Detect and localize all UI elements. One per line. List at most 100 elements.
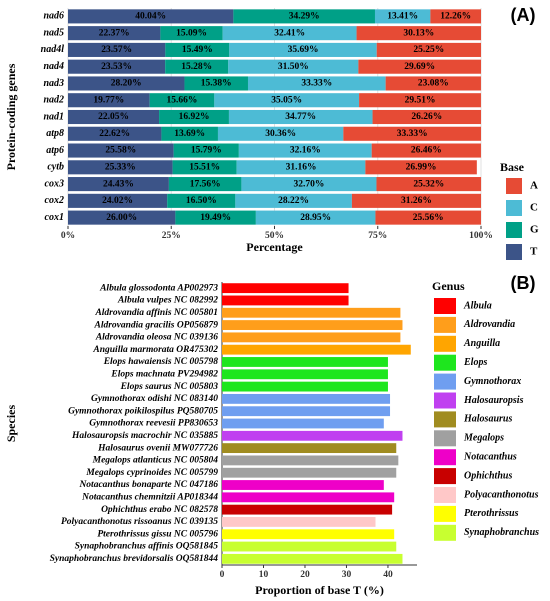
panel-label: (B): [511, 273, 536, 293]
y-tick-label: nad4l: [41, 44, 65, 55]
bar: [222, 320, 403, 330]
data-label: 32.16%: [290, 146, 321, 156]
legend-label: Albula: [463, 300, 492, 311]
bar-segment: [343, 126, 481, 141]
bar: [222, 332, 401, 343]
bar-segment: [68, 9, 234, 24]
legend-label: Pterothrissus: [464, 508, 519, 519]
legend-swatch: [434, 335, 456, 352]
x-axis-label: Proportion of base T (%): [255, 583, 384, 597]
y-tick-label: Ophichthus erabo NC 082578: [101, 505, 218, 515]
data-label: 25.32%: [413, 179, 444, 189]
data-label: 15.28%: [181, 62, 212, 72]
bar-segment: [68, 143, 174, 158]
legend-label: C: [530, 202, 538, 214]
legend-label: Gymnothorax: [464, 376, 521, 387]
x-tick-label: 75%: [368, 231, 387, 241]
y-tick-label: atp8: [46, 128, 64, 139]
data-label: 15.49%: [182, 45, 213, 55]
y-tick-label: Aldrovandia oleosa NC 039136: [95, 333, 218, 343]
data-label: 25.56%: [413, 213, 444, 223]
bar-segment: [68, 26, 161, 41]
bar: [222, 393, 391, 404]
bar-segment: [168, 177, 242, 192]
bar-segment: [375, 210, 481, 225]
bar-segment: [356, 26, 481, 41]
bar-segment: [68, 59, 166, 74]
y-tick-label: cox2: [45, 195, 64, 206]
y-tick-label: nad6: [43, 11, 64, 22]
data-label: 19.77%: [93, 95, 124, 105]
data-label: 26.00%: [106, 213, 137, 223]
data-label: 25.58%: [105, 146, 136, 156]
x-tick-label: 25%: [162, 231, 181, 241]
y-tick-label: Gymnothorax poikilospilus PQ580705: [68, 406, 218, 416]
legend-swatch: [506, 178, 522, 194]
y-tick-label: Anguilla marmorata OR475302: [92, 345, 218, 355]
data-label: 13.41%: [387, 12, 418, 22]
legend-swatch: [434, 316, 456, 333]
data-label: 15.38%: [201, 79, 232, 89]
data-label: 12.26%: [440, 12, 471, 22]
legend-title: Genus: [432, 279, 465, 293]
bar-segment: [167, 193, 236, 208]
legend-swatch: [434, 524, 456, 541]
legend-swatch: [434, 411, 456, 428]
data-label: 22.05%: [98, 112, 129, 122]
bar-segment: [359, 93, 481, 108]
bar-segment: [175, 210, 256, 225]
data-label: 28.20%: [111, 79, 142, 89]
legend-label: Megalops: [463, 433, 504, 444]
y-tick-label: Gymnothorax odishi NC 083140: [91, 394, 218, 404]
bar-segment: [376, 177, 482, 192]
bar-segment: [68, 109, 160, 125]
legend-label: T: [530, 246, 538, 258]
bar: [222, 553, 403, 564]
legend-swatch: [506, 244, 522, 260]
legend-swatch: [434, 373, 456, 390]
bar: [222, 430, 403, 441]
data-label: 15.09%: [176, 28, 207, 38]
legend-label: Elops: [463, 357, 487, 368]
legend-label: Polyacanthonotus: [464, 489, 539, 500]
panel-label: (A): [511, 5, 536, 25]
legend-swatch: [434, 392, 456, 409]
data-label: 16.92%: [179, 112, 210, 122]
data-label: 34.77%: [285, 112, 316, 122]
y-tick-label: Pterothrissus gissu NC 005796: [97, 529, 218, 539]
legend-label: G: [530, 224, 539, 236]
bar: [222, 283, 349, 294]
y-tick-label: Halosaurus ovenii MW077726: [97, 443, 218, 453]
data-label: 22.37%: [99, 28, 130, 38]
bar-segment: [238, 143, 372, 158]
bar-segment: [160, 26, 223, 41]
bar-segment: [68, 193, 168, 208]
bar: [222, 369, 388, 380]
data-label: 26.26%: [411, 112, 442, 122]
bar: [222, 480, 384, 490]
data-label: 25.25%: [413, 45, 444, 55]
bar-segment: [68, 177, 169, 192]
data-label: 23.57%: [101, 45, 132, 55]
y-tick-label: cytb: [47, 162, 64, 173]
y-tick-label: Notacanthus chemnitzii AP018344: [81, 493, 218, 503]
y-tick-label: Aldrovandia affinis NC 005801: [94, 308, 218, 318]
bar: [222, 443, 397, 454]
y-tick-label: nad2: [43, 95, 64, 106]
bar-segment: [68, 126, 162, 141]
x-tick-label: 100%: [469, 231, 493, 241]
bar: [222, 344, 411, 355]
y-tick-label: nad1: [43, 111, 64, 122]
y-axis-label: Species: [4, 405, 18, 443]
legend-swatch: [434, 487, 456, 503]
bar-segment: [68, 210, 176, 225]
bar-segment: [172, 160, 237, 175]
x-tick-label: 20: [300, 570, 310, 580]
data-label: 16.50%: [186, 196, 217, 206]
bar-segment: [149, 93, 215, 108]
bar-segment: [255, 210, 376, 225]
bar-segment: [351, 193, 481, 208]
data-label: 32.70%: [294, 179, 325, 189]
x-axis-label: Percentage: [246, 240, 303, 254]
